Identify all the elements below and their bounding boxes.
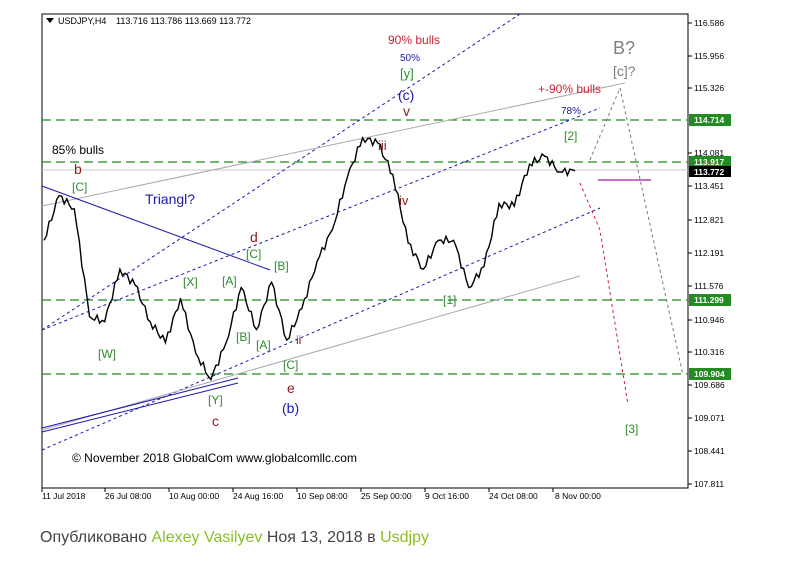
price-tick: 115.956 (694, 51, 724, 61)
annotation-c-lower: c (212, 413, 219, 429)
time-tick: 24 Oct 08:00 (489, 491, 538, 501)
annotation-iv: iv (399, 193, 409, 208)
wave-annotations: 85% bulls b [C] Triangl? d [C] [B] [X] [… (52, 33, 638, 436)
annotation-W: [W] (98, 347, 116, 361)
time-tick: 10 Sep 08:00 (297, 491, 348, 501)
projection-red-dashed (579, 182, 629, 406)
plot-frame (41, 13, 689, 489)
annotation-A-bracket-1: [A] (222, 274, 237, 288)
annotation-50-pct: 50% (400, 53, 420, 64)
price-tick: 110.316 (694, 347, 724, 357)
time-tick: 26 Jul 08:00 (105, 491, 152, 501)
annotation-e: e (287, 380, 295, 396)
annotation-ii: ii (296, 333, 301, 347)
annotation-C-bracket-1: [C] (72, 180, 87, 194)
chart-symbol-label: USDJPY,H4 (58, 16, 106, 26)
price-tick: 116.586 (694, 18, 724, 28)
annotation-b-paren: (b) (282, 400, 299, 416)
price-tick: 107.811 (694, 479, 724, 489)
level-badge-113917 (689, 156, 731, 168)
copyright-text: © November 2018 GlobalCom www.globalcoml… (72, 451, 357, 465)
time-tick: 25 Sep 00:00 (361, 491, 412, 501)
annotation-1-bracket: [1] (443, 293, 456, 307)
annotation-v: v (403, 103, 410, 119)
price-tick: 110.946 (694, 315, 724, 325)
triangle-upper-line (41, 185, 271, 271)
level-badge-text: 111.299 (694, 295, 724, 305)
annotation-B-bracket-top: [B] (274, 259, 289, 273)
time-tick: 24 Aug 16:00 (233, 491, 283, 501)
projection-grey-down (619, 87, 684, 376)
annotation-85-bulls: 85% bulls (52, 143, 104, 157)
time-tick: 9 Oct 16:00 (425, 491, 469, 501)
annotation-y-bracket: [y] (400, 66, 414, 81)
level-badge-text: 113.772 (694, 167, 725, 177)
level-badge-text: 114.714 (694, 115, 725, 125)
annotation-iii: iii (378, 138, 387, 153)
channel-grey-lower (41, 275, 581, 431)
price-tick: 112.821 (694, 215, 724, 225)
dropdown-triangle-icon[interactable] (46, 18, 54, 23)
level-badges: 114.714 113.917 113.772 111.299 109.904 (689, 114, 731, 380)
annotation-C-bracket-2: [C] (246, 247, 261, 261)
annotation-3-bracket: [3] (625, 422, 638, 436)
annotation-A-bracket-2: [A] (256, 338, 271, 352)
level-badge-113772 (689, 166, 731, 177)
time-tick: 11 Jul 2018 (42, 491, 86, 501)
published-in: в (367, 529, 376, 546)
annotation-X: [X] (183, 275, 198, 289)
level-badge-text: 109.904 (694, 369, 725, 379)
published-date: Ноя 13, 2018 (266, 529, 363, 546)
annotation-78-pct: 78% (561, 106, 581, 117)
price-tick: 111.576 (694, 281, 724, 291)
price-path (43, 135, 576, 381)
chart-ohlc-text: 113.716 113.786 113.669 113.772 (116, 16, 251, 26)
channel-blue-inner (41, 107, 601, 331)
annotation-triangle: Triangl? (145, 191, 195, 207)
price-tick: 112.191 (694, 248, 724, 258)
tag-link[interactable]: Usdjpy (380, 529, 429, 546)
price-tick: 113.451 (694, 181, 724, 191)
time-tick: 10 Aug 00:00 (169, 491, 219, 501)
price-tick: 109.071 (694, 413, 725, 423)
time-axis: 11 Jul 2018 26 Jul 08:00 10 Aug 00:00 24… (42, 491, 601, 501)
annotation-B-bracket: [B] (236, 330, 251, 344)
channel-blue-lower (41, 207, 601, 451)
price-tick: 108.441 (694, 446, 725, 456)
annotation-2-bracket: [2] (564, 129, 577, 143)
annotation-C-bracket-3: [C] (283, 358, 298, 372)
annotation-c-paren: (c) (398, 87, 414, 103)
triangle-lower-line-1 (41, 377, 239, 429)
channel-blue-upper (41, 13, 521, 331)
channel-grey-upper (41, 82, 626, 207)
projection-grey-up (589, 87, 621, 161)
price-axis: 116.586 115.956 115.326 114.081 113.451 … (694, 18, 725, 489)
annotation-pm-90-bulls: +-90% bulls (538, 82, 601, 96)
time-axis-tick-marks (41, 488, 554, 492)
published-prefix: Опубликовано (40, 529, 148, 546)
price-tick: 114.081 (694, 148, 724, 158)
annotation-B-question: B? (613, 38, 635, 58)
triangle-lower-line-2 (41, 382, 239, 433)
published-line: Опубликовано Alexey Vasilyev Ноя 13, 201… (40, 529, 429, 547)
price-axis-tick-marks (688, 22, 692, 485)
time-tick: 8 Nov 00:00 (555, 491, 601, 501)
level-badge-114714 (689, 114, 731, 126)
level-badge-111299 (689, 294, 731, 306)
annotation-Y: [Y] (208, 393, 223, 407)
annotation-c-question: [c]? (613, 63, 636, 79)
price-tick: 109.686 (694, 380, 725, 390)
author-link[interactable]: Alexey Vasilyev (151, 529, 263, 546)
annotation-90-bulls: 90% bulls (388, 33, 440, 47)
price-tick: 115.326 (694, 83, 724, 93)
annotation-d: d (250, 229, 258, 245)
annotation-b-lower: b (74, 161, 82, 177)
level-badge-109904 (689, 368, 731, 380)
level-badge-text: 113.917 (694, 157, 725, 167)
